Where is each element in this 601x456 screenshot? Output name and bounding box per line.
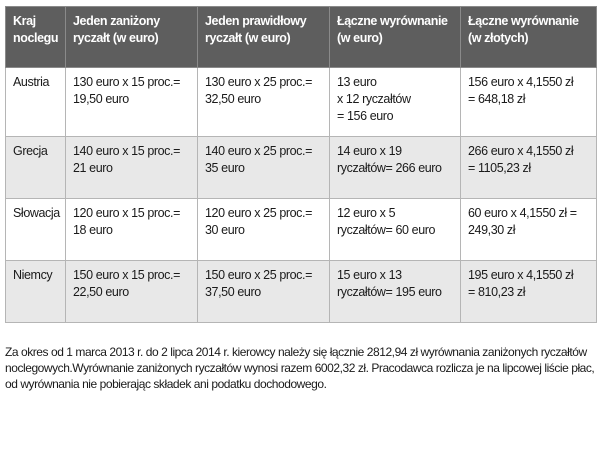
header-correct-allowance: Jeden prawidłowy ryczałt (w euro) bbox=[197, 6, 330, 68]
cell-total-pln: 60 euro x 4,1550 zł = 249,30 zł bbox=[460, 198, 597, 261]
table-row: Austria 130 euro x 15 proc.= 19,50 euro … bbox=[5, 67, 597, 137]
cell-country: Słowacja bbox=[5, 198, 66, 261]
table-row: Słowacja 120 euro x 15 proc.= 18 euro 12… bbox=[5, 198, 597, 261]
compensation-table: Kraj noclegu Jeden zaniżony ryczałt (w e… bbox=[5, 6, 597, 323]
header-country: Kraj noclegu bbox=[5, 6, 66, 68]
cell-total-pln: 156 euro x 4,1550 zł = 648,18 zł bbox=[460, 67, 597, 137]
cell-reduced: 150 euro x 15 proc.= 22,50 euro bbox=[65, 260, 198, 323]
cell-total-eur: 12 euro x 5 ryczałtów= 60 euro bbox=[329, 198, 461, 261]
cell-total-eur: 14 euro x 19 ryczałtów= 266 euro bbox=[329, 136, 461, 199]
header-total-pln: Łączne wyrównanie (w złotych) bbox=[460, 6, 597, 68]
table-row: Grecja 140 euro x 15 proc.= 21 euro 140 … bbox=[5, 136, 597, 199]
cell-total-eur: 13 euro x 12 ryczałtów = 156 euro bbox=[329, 67, 461, 137]
cell-reduced: 120 euro x 15 proc.= 18 euro bbox=[65, 198, 198, 261]
table-row: Niemcy 150 euro x 15 proc.= 22,50 euro 1… bbox=[5, 260, 597, 323]
table-header-row: Kraj noclegu Jeden zaniżony ryczałt (w e… bbox=[5, 6, 597, 68]
cell-country: Grecja bbox=[5, 136, 66, 199]
cell-reduced: 140 euro x 15 proc.= 21 euro bbox=[65, 136, 198, 199]
cell-country: Austria bbox=[5, 67, 66, 137]
cell-total-pln: 195 euro x 4,1550 zł = 810,23 zł bbox=[460, 260, 597, 323]
cell-correct: 120 euro x 25 proc.= 30 euro bbox=[197, 198, 330, 261]
summary-note: Za okres od 1 marca 2013 r. do 2 lipca 2… bbox=[5, 345, 595, 391]
cell-reduced: 130 euro x 15 proc.= 19,50 euro bbox=[65, 67, 198, 137]
cell-correct: 150 euro x 25 proc.= 37,50 euro bbox=[197, 260, 330, 323]
cell-correct: 130 euro x 25 proc.= 32,50 euro bbox=[197, 67, 330, 137]
cell-correct: 140 euro x 25 proc.= 35 euro bbox=[197, 136, 330, 199]
cell-total-pln: 266 euro x 4,1550 zł = 1105,23 zł bbox=[460, 136, 597, 199]
cell-country: Niemcy bbox=[5, 260, 66, 323]
cell-total-eur: 15 euro x 13 ryczałtów= 195 euro bbox=[329, 260, 461, 323]
header-reduced-allowance: Jeden zaniżony ryczałt (w euro) bbox=[65, 6, 198, 68]
header-total-eur: Łączne wyrównanie (w euro) bbox=[329, 6, 461, 68]
